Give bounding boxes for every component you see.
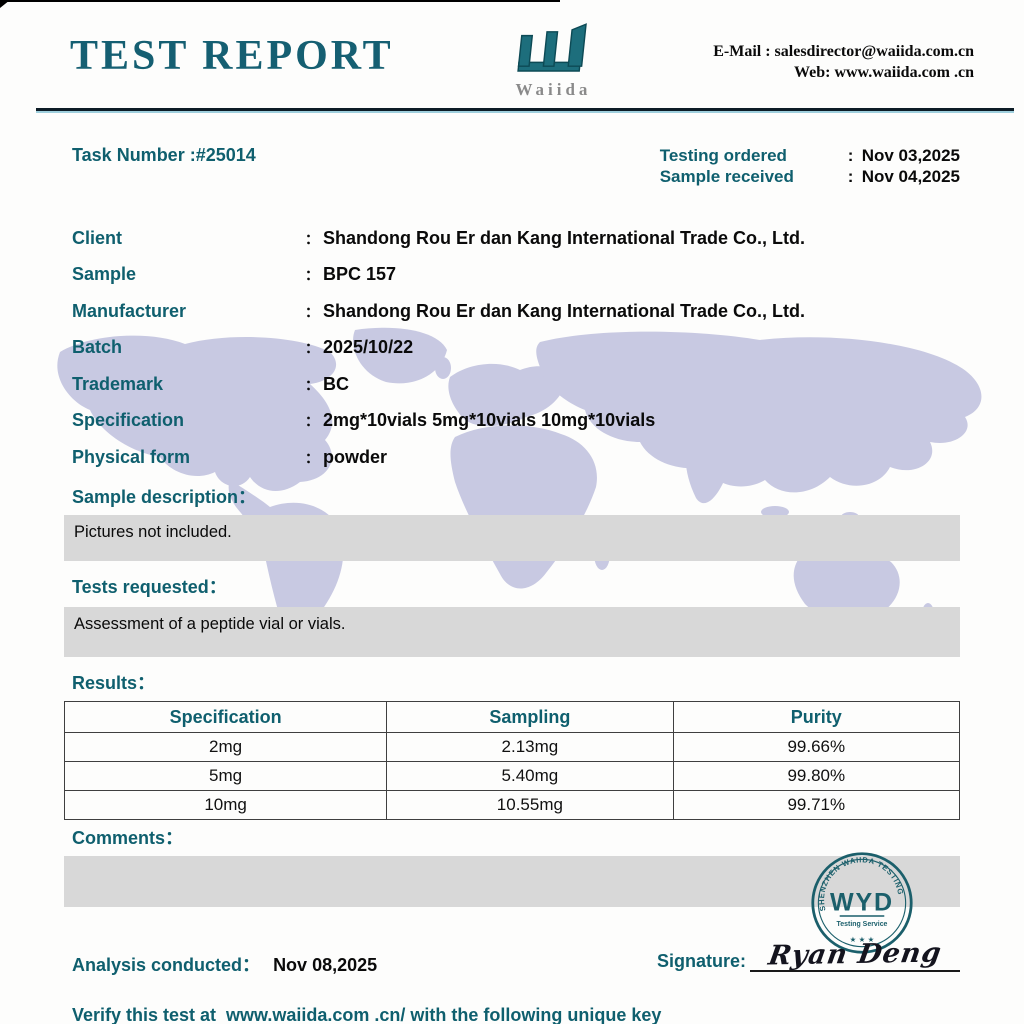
results-header-row: Specification Sampling Purity: [63, 701, 961, 733]
tests-requested-label: Tests requested：: [72, 577, 227, 597]
colon: ：: [305, 303, 319, 320]
header-specification: Specification: [63, 701, 388, 733]
analysis-conducted: Analysis conducted： Nov 08,2025: [72, 951, 377, 977]
results-label: Results：: [72, 673, 156, 693]
field-row-trademark: Trademark ： BC: [72, 374, 960, 411]
header-divider: [36, 108, 1014, 113]
company-logo: Waiida: [394, 20, 714, 100]
web-line: Web: www.waiida.com .cn: [794, 63, 974, 81]
physical-form-value: powder: [323, 446, 388, 467]
client-label: Client: [72, 227, 123, 248]
header-purity: Purity: [672, 701, 961, 733]
field-row-physical-form: Physical form ： powder: [72, 447, 960, 484]
specification-value: 2mg*10vials 5mg*10vials 10mg*10vials: [323, 410, 656, 430]
analysis-conducted-label: Analysis conducted：: [72, 955, 261, 975]
client-value: Shandong Rou Er dan Kang International T…: [323, 227, 806, 248]
colon: :: [847, 146, 854, 165]
verify-instruction: Verify this test at www.waiida.com .cn/ …: [72, 1005, 662, 1024]
stamp-subtitle: Testing Service: [837, 921, 888, 928]
scan-corner-artifact: [0, 0, 10, 8]
sample-received-value: Nov 04,2025: [861, 167, 960, 187]
table-row: 2mg 2.13mg 99.66%: [63, 732, 961, 762]
stamp-center-text: WYD: [830, 888, 894, 916]
sample-label: Sample: [72, 264, 137, 284]
colon: ：: [305, 413, 319, 429]
email-line: E-Mail : salesdirector@waiida.com.cn: [713, 43, 974, 60]
signature-label: Signature:: [656, 951, 746, 971]
sample-received-row: Sample received : Nov 04,2025: [660, 166, 960, 187]
header-sampling: Sampling: [386, 701, 674, 733]
cell-spec-10mg: 10mg: [63, 790, 388, 820]
analysis-conducted-value: Nov 08,2025: [273, 955, 378, 975]
signature-name: Ryan Deng: [766, 937, 944, 972]
field-row-sample: Sample ： BPC 157: [72, 264, 960, 301]
field-row-manufacturer: Manufacturer ： Shandong Rou Er dan Kang …: [72, 301, 960, 338]
sample-description-label: Sample description：: [72, 487, 257, 507]
stamp-stars: ★ ★ ★: [850, 935, 875, 944]
colon: ：: [305, 449, 319, 466]
sample-fields: Client ： Shandong Rou Er dan Kang Intern…: [72, 228, 960, 484]
colon: ：: [305, 340, 319, 356]
specification-label: Specification: [72, 410, 185, 430]
logo-name-text: Waiida: [515, 80, 592, 99]
results-table: Specification Sampling Purity 2mg 2.13mg…: [63, 701, 961, 820]
company-stamp-icon: SHENZHEN WAIIDA TESTING TECHNOLOGY CO., …: [794, 838, 913, 954]
batch-label: Batch: [72, 337, 123, 357]
cell-purity-2mg: 99.66%: [672, 732, 961, 762]
cell-spec-2mg: 2mg: [63, 732, 388, 762]
field-row-batch: Batch ： 2025/10/22: [72, 337, 960, 374]
signature-area: Signature: Ryan Deng: [656, 937, 960, 977]
testing-ordered-row: Testing ordered : Nov 03,2025: [660, 145, 960, 166]
colon: ：: [305, 230, 319, 247]
batch-value: 2025/10/22: [323, 337, 414, 357]
cell-sampling-10mg: 10.55mg: [386, 790, 674, 820]
waiida-logo-icon: [517, 23, 588, 72]
testing-ordered-label: Testing ordered: [659, 146, 787, 165]
cell-purity-5mg: 99.80%: [672, 761, 961, 791]
table-row: 5mg 5.40mg 99.80%: [63, 761, 961, 791]
sample-received-label: Sample received: [659, 167, 794, 187]
cell-spec-5mg: 5mg: [63, 761, 388, 791]
dates-block: Testing ordered : Nov 03,2025 Sample rec…: [660, 145, 960, 188]
scan-edge-artifact: [0, 0, 560, 2]
footer-row: Analysis conducted： Nov 08,2025 Signatur…: [72, 937, 960, 977]
field-row-client: Client ： Shandong Rou Er dan Kang Intern…: [72, 228, 960, 265]
colon: ：: [305, 376, 319, 393]
manufacturer-value: Shandong Rou Er dan Kang International T…: [323, 300, 806, 321]
comments-box: [64, 856, 960, 907]
meta-row: Task Number :#25014 Testing ordered : No…: [72, 145, 960, 188]
colon: ：: [305, 267, 319, 283]
tests-requested-box: Assessment of a peptide vial or vials.: [64, 607, 960, 657]
cell-purity-10mg: 99.71%: [672, 790, 961, 820]
cell-sampling-2mg: 2.13mg: [386, 732, 674, 762]
cell-sampling-5mg: 5.40mg: [386, 761, 674, 791]
manufacturer-label: Manufacturer: [72, 300, 187, 321]
field-row-specification: Specification ： 2mg*10vials 5mg*10vials …: [72, 410, 960, 447]
sample-value: BPC 157: [323, 264, 397, 284]
page-title: TEST REPORT: [70, 33, 394, 79]
report-header: TEST REPORT Waiida E-Mail : salesdirecto…: [0, 0, 1024, 99]
trademark-label: Trademark: [72, 373, 164, 394]
signature-line: Ryan Deng: [750, 937, 960, 972]
task-number: Task Number :#25014: [72, 145, 256, 165]
colon: :: [847, 167, 854, 187]
contact-block: E-Mail : salesdirector@waiida.com.cn Web…: [713, 42, 974, 84]
comments-label: Comments：: [72, 828, 184, 848]
trademark-value: BC: [323, 373, 349, 394]
physical-form-label: Physical form: [72, 446, 191, 467]
table-row: 10mg 10.55mg 99.71%: [63, 790, 961, 820]
sample-description-box: Pictures not included.: [64, 515, 960, 561]
testing-ordered-value: Nov 03,2025: [861, 146, 960, 165]
